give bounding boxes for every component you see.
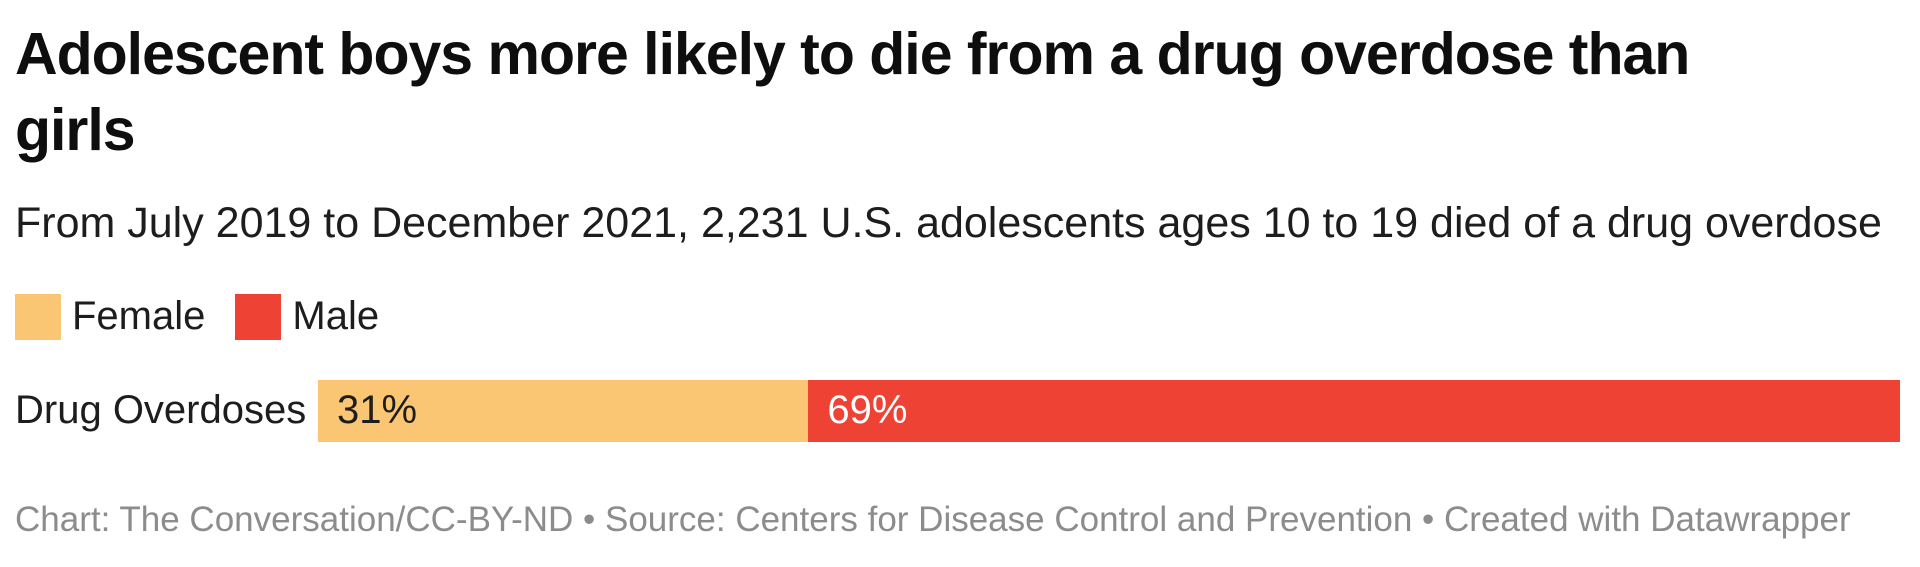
bar-row: Drug Overdoses 31% 69%: [15, 379, 1900, 442]
category-label: Drug Overdoses: [15, 388, 307, 433]
legend-item-female: Female: [15, 293, 206, 340]
chart-subtitle: From July 2019 to December 2021, 2,231 U…: [15, 199, 1882, 248]
legend-item-male: Male: [235, 293, 380, 340]
bar-segment-male: 69%: [808, 379, 1900, 442]
stacked-bar: 31% 69%: [318, 379, 1900, 442]
chart-title: Adolescent boys more likely to die from …: [15, 21, 1690, 164]
legend-label-female: Female: [72, 294, 206, 339]
bar-segment-female: 31%: [318, 379, 809, 442]
bar-value-label-female: 31%: [337, 388, 418, 433]
footer-credit: Chart: The Conversation/CC-BY-ND • Sourc…: [15, 499, 1851, 539]
male-swatch-icon: [235, 293, 282, 340]
female-swatch-icon: [15, 293, 61, 340]
legend-label-male: Male: [292, 294, 380, 339]
bar-value-label-male: 69%: [827, 388, 908, 433]
legend: Female Male: [15, 293, 1900, 340]
